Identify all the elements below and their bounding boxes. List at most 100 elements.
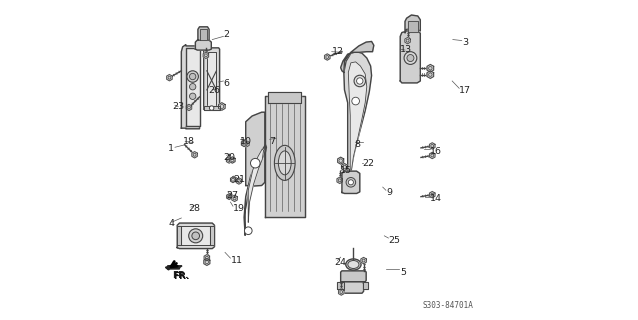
Polygon shape bbox=[343, 282, 364, 293]
Polygon shape bbox=[200, 29, 207, 40]
Polygon shape bbox=[341, 42, 374, 72]
Text: 2: 2 bbox=[223, 30, 230, 39]
Polygon shape bbox=[405, 15, 420, 33]
Polygon shape bbox=[204, 259, 210, 266]
Text: 28: 28 bbox=[188, 204, 200, 213]
Ellipse shape bbox=[278, 151, 291, 175]
Circle shape bbox=[348, 172, 356, 180]
Polygon shape bbox=[361, 257, 366, 264]
Polygon shape bbox=[244, 145, 267, 235]
Text: 5: 5 bbox=[400, 268, 406, 277]
Polygon shape bbox=[429, 152, 435, 159]
Circle shape bbox=[189, 84, 196, 90]
Polygon shape bbox=[204, 48, 219, 110]
Text: 18: 18 bbox=[183, 137, 195, 146]
Text: 24: 24 bbox=[334, 258, 346, 267]
Circle shape bbox=[346, 178, 355, 187]
Polygon shape bbox=[186, 49, 200, 125]
Polygon shape bbox=[181, 226, 210, 245]
Polygon shape bbox=[195, 40, 211, 50]
Text: 4: 4 bbox=[168, 219, 174, 228]
Polygon shape bbox=[177, 223, 214, 249]
Polygon shape bbox=[236, 178, 242, 184]
Text: S303-84701A: S303-84701A bbox=[422, 301, 473, 310]
Text: 23: 23 bbox=[172, 102, 184, 111]
Ellipse shape bbox=[346, 259, 361, 270]
Polygon shape bbox=[165, 265, 172, 270]
Text: 10: 10 bbox=[241, 137, 252, 146]
Text: FR.: FR. bbox=[172, 270, 188, 280]
Polygon shape bbox=[198, 27, 209, 40]
Polygon shape bbox=[268, 92, 302, 103]
Circle shape bbox=[209, 106, 214, 110]
Polygon shape bbox=[344, 52, 371, 192]
Polygon shape bbox=[177, 226, 181, 245]
Polygon shape bbox=[248, 149, 263, 222]
Polygon shape bbox=[186, 104, 192, 111]
Circle shape bbox=[189, 229, 203, 243]
Text: 15: 15 bbox=[339, 166, 352, 175]
Polygon shape bbox=[203, 52, 209, 59]
Circle shape bbox=[348, 180, 353, 185]
Polygon shape bbox=[230, 177, 235, 183]
Text: 17: 17 bbox=[459, 86, 471, 95]
Circle shape bbox=[352, 97, 359, 105]
Polygon shape bbox=[232, 195, 237, 202]
Polygon shape bbox=[226, 157, 232, 163]
Text: 16: 16 bbox=[430, 147, 442, 156]
Text: 26: 26 bbox=[208, 86, 220, 95]
Polygon shape bbox=[427, 64, 434, 72]
Polygon shape bbox=[363, 282, 368, 289]
Text: 1: 1 bbox=[168, 144, 174, 153]
Text: 14: 14 bbox=[429, 194, 441, 204]
Circle shape bbox=[189, 73, 196, 80]
Polygon shape bbox=[348, 62, 367, 179]
Polygon shape bbox=[244, 141, 249, 147]
Text: FR.: FR. bbox=[173, 272, 189, 281]
Polygon shape bbox=[429, 143, 435, 149]
Text: 7: 7 bbox=[270, 137, 276, 146]
Text: 27: 27 bbox=[226, 191, 239, 200]
Text: 9: 9 bbox=[386, 188, 392, 197]
Text: 22: 22 bbox=[362, 159, 374, 168]
Text: 8: 8 bbox=[355, 140, 360, 149]
Polygon shape bbox=[181, 45, 200, 129]
Polygon shape bbox=[325, 54, 330, 60]
Polygon shape bbox=[218, 103, 225, 110]
Text: 6: 6 bbox=[223, 79, 230, 88]
Polygon shape bbox=[226, 194, 232, 199]
Text: 11: 11 bbox=[230, 256, 242, 265]
Ellipse shape bbox=[274, 145, 295, 180]
Text: 19: 19 bbox=[233, 204, 245, 213]
Polygon shape bbox=[204, 255, 210, 261]
Polygon shape bbox=[427, 71, 434, 78]
Polygon shape bbox=[400, 30, 420, 83]
Text: 3: 3 bbox=[463, 38, 468, 47]
Polygon shape bbox=[230, 157, 235, 163]
Text: 13: 13 bbox=[400, 44, 412, 54]
Polygon shape bbox=[241, 140, 247, 147]
Text: 25: 25 bbox=[389, 236, 401, 245]
Polygon shape bbox=[339, 289, 344, 295]
Polygon shape bbox=[167, 75, 172, 81]
Polygon shape bbox=[341, 164, 348, 171]
Circle shape bbox=[187, 71, 198, 82]
Polygon shape bbox=[204, 107, 219, 110]
Circle shape bbox=[189, 93, 196, 100]
Polygon shape bbox=[342, 171, 360, 194]
Polygon shape bbox=[210, 226, 214, 245]
Circle shape bbox=[407, 54, 414, 61]
Text: 21: 21 bbox=[233, 175, 245, 184]
Text: 20: 20 bbox=[223, 153, 235, 162]
Circle shape bbox=[251, 158, 260, 168]
Circle shape bbox=[192, 232, 200, 240]
Polygon shape bbox=[192, 152, 197, 158]
Polygon shape bbox=[341, 271, 366, 282]
Polygon shape bbox=[408, 21, 418, 32]
Polygon shape bbox=[168, 266, 182, 269]
Circle shape bbox=[357, 78, 363, 84]
Text: 12: 12 bbox=[332, 47, 344, 56]
Polygon shape bbox=[207, 52, 216, 107]
Circle shape bbox=[244, 227, 252, 235]
Ellipse shape bbox=[348, 260, 359, 268]
